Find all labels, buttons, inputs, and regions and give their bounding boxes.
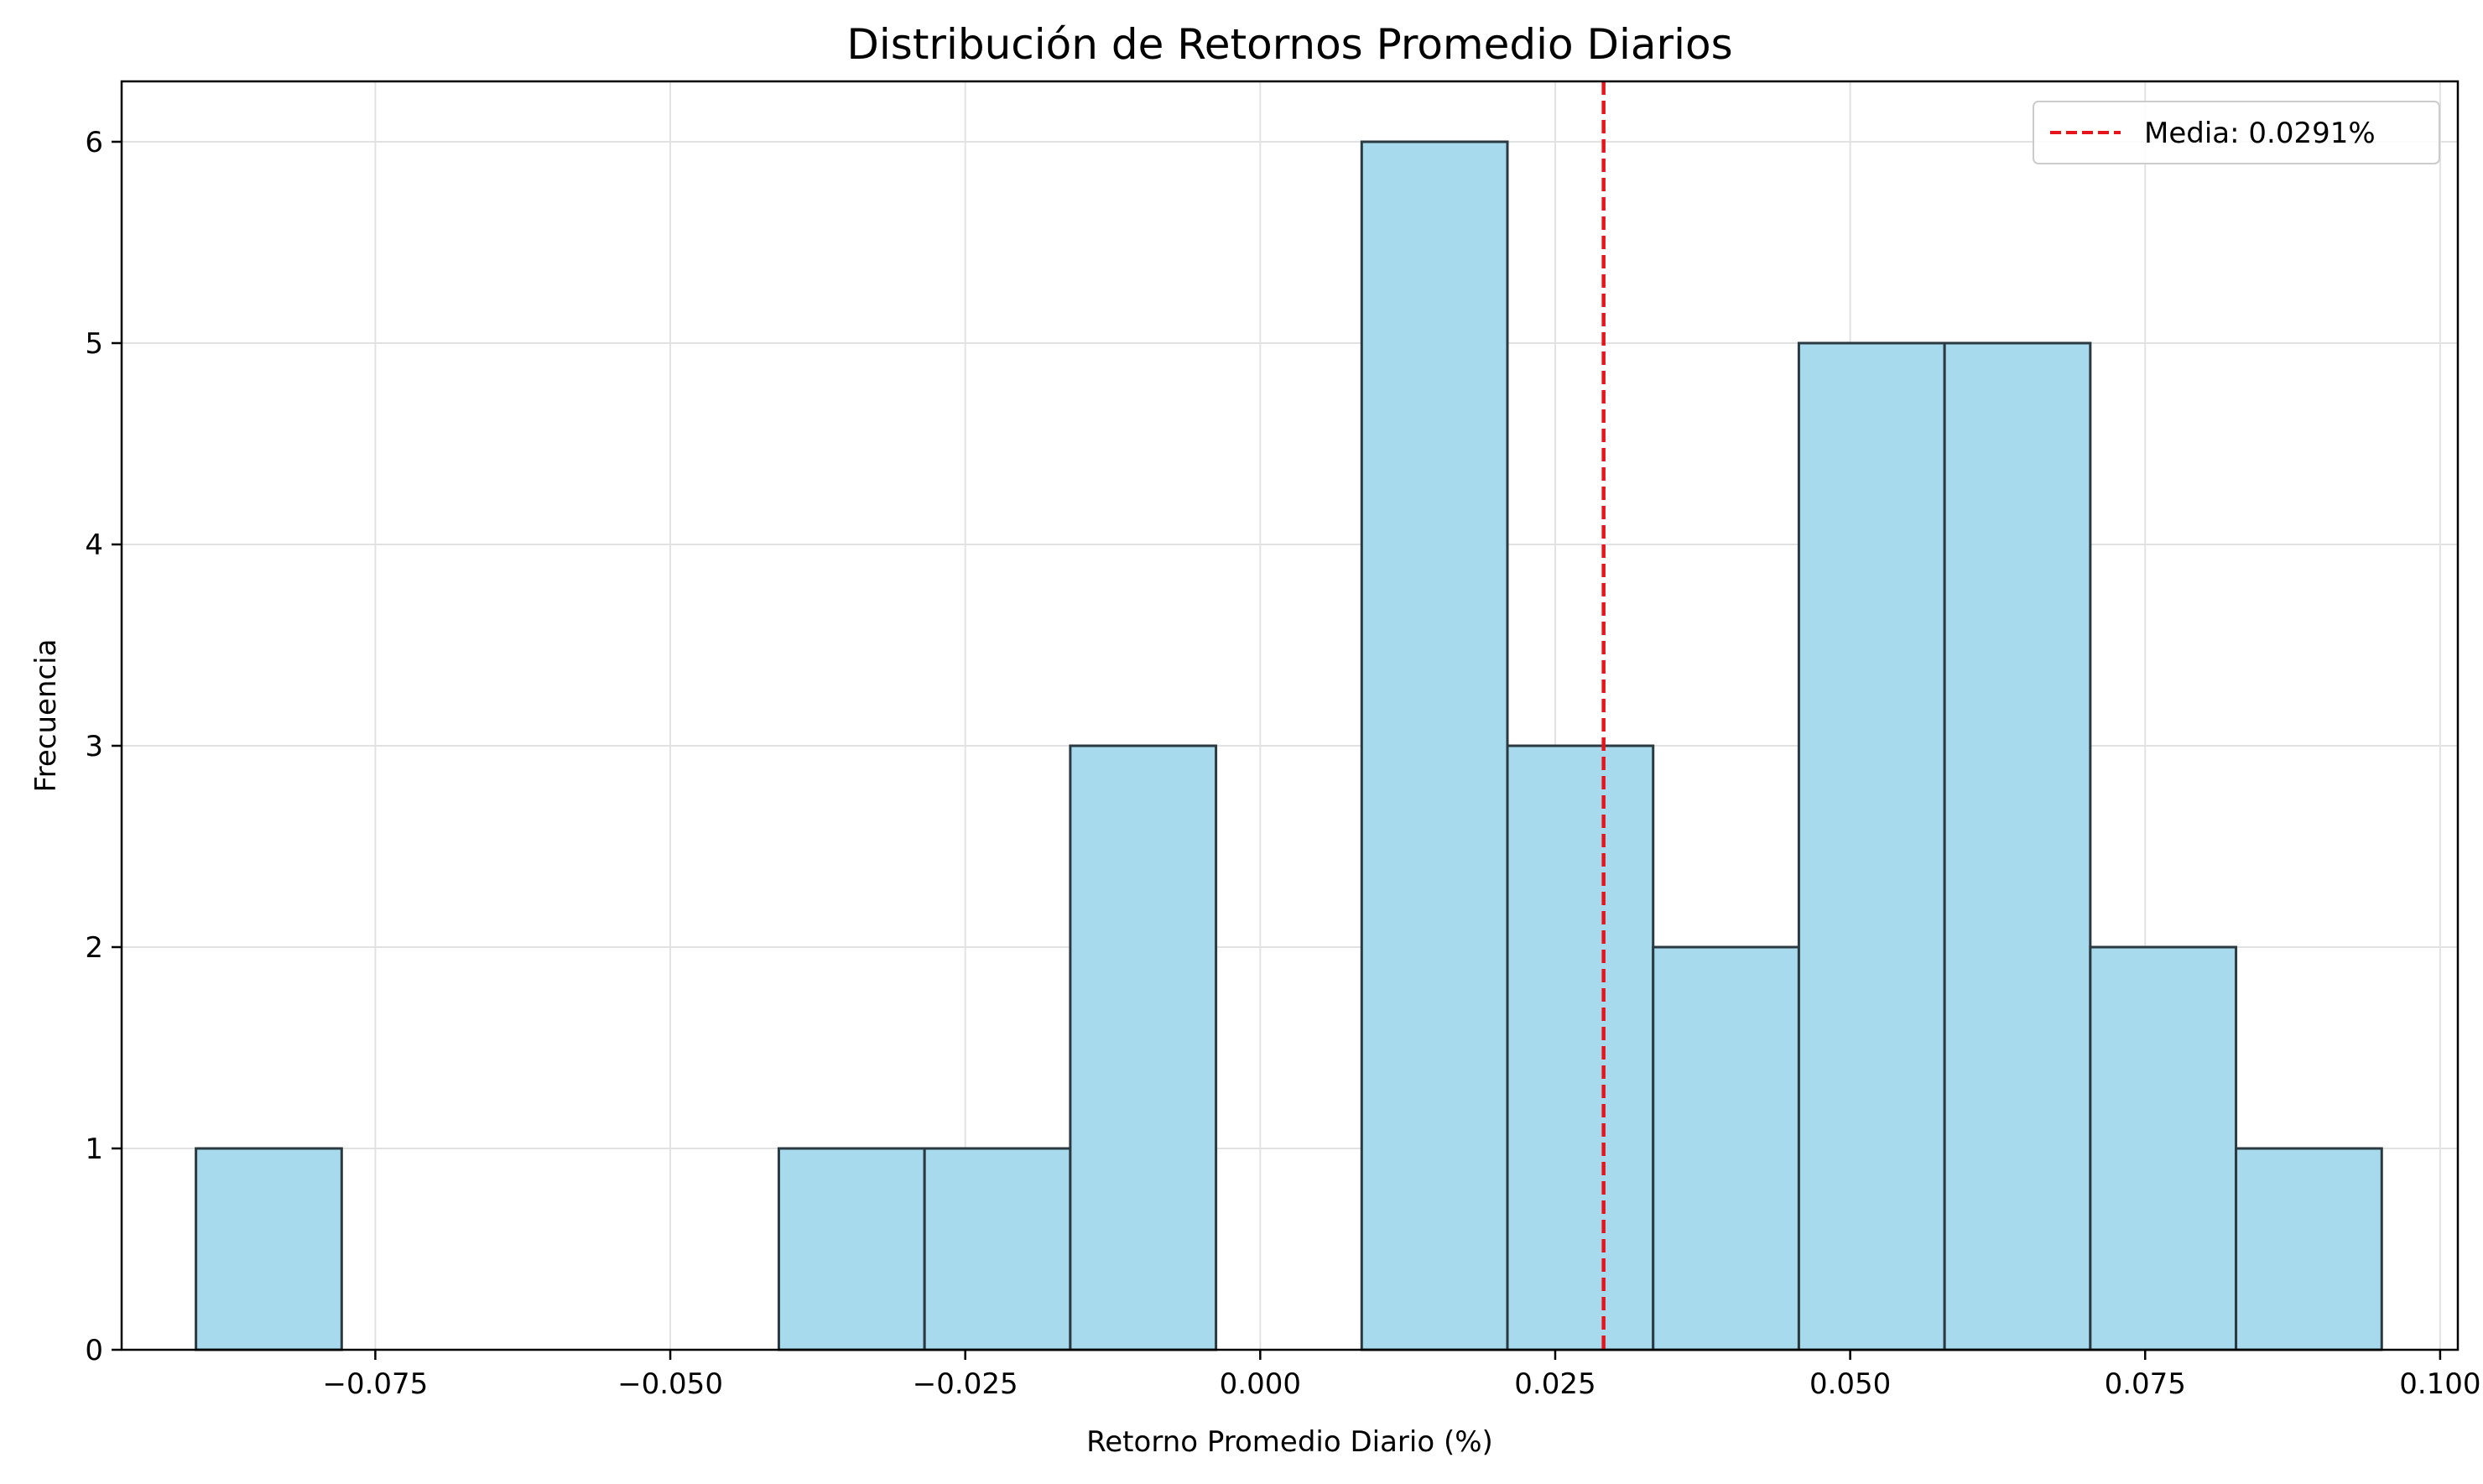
plot-frame <box>120 80 2460 1351</box>
histogram-bar-11 <box>1797 341 1946 1351</box>
x-tick-label-7: 0.100 <box>2399 1367 2480 1401</box>
histogram-bars <box>195 140 2383 1351</box>
histogram-bar-5 <box>923 1147 1072 1351</box>
histogram-bar-4 <box>777 1147 926 1351</box>
y-tick-label-1: 1 <box>85 1133 103 1166</box>
histogram-bar-10 <box>1652 945 1800 1351</box>
y-axis-ticks: 0 1 2 3 4 5 6 <box>85 126 122 1367</box>
legend-label-mean: Media: 0.0291% <box>2144 117 2376 150</box>
y-tick-label-4: 4 <box>85 529 103 562</box>
histogram-bar-12 <box>1943 341 2092 1351</box>
histogram-bar-0 <box>195 1147 343 1351</box>
y-tick-label-3: 3 <box>85 730 103 763</box>
histogram-bar-6 <box>1069 744 1218 1351</box>
x-tick-label-2: −0.025 <box>913 1367 1018 1401</box>
histogram-bar-13 <box>2089 945 2238 1351</box>
x-tick-label-1: −0.050 <box>617 1367 723 1401</box>
x-tick-label-5: 0.050 <box>1809 1367 1891 1401</box>
x-tick-label-4: 0.025 <box>1514 1367 1595 1401</box>
y-tick-label-5: 5 <box>85 327 103 361</box>
y-axis-label: Frecuencia <box>29 639 63 793</box>
y-tick-label-2: 2 <box>85 931 103 965</box>
histogram-bar-14 <box>2235 1147 2383 1351</box>
x-tick-label-3: 0.000 <box>1220 1367 1301 1401</box>
x-axis-ticks: −0.075 −0.050 −0.025 0.000 0.025 0.050 0.075 0.… <box>322 1350 2481 1401</box>
chart-title: Distribución de Retornos Promedio Diario… <box>846 20 1732 69</box>
y-tick-label-0: 0 <box>85 1334 103 1367</box>
legend-box <box>2033 101 2440 164</box>
x-tick-label-6: 0.075 <box>2105 1367 2186 1401</box>
x-axis-label: Retorno Promedio Diario (%) <box>1086 1425 1493 1459</box>
x-tick-label-0: −0.075 <box>322 1367 428 1401</box>
legend: Media: 0.0291% <box>2033 101 2440 164</box>
y-tick-label-6: 6 <box>85 126 103 159</box>
histogram-bar-8 <box>1360 140 1509 1351</box>
histogram-bar-9 <box>1506 744 1655 1351</box>
